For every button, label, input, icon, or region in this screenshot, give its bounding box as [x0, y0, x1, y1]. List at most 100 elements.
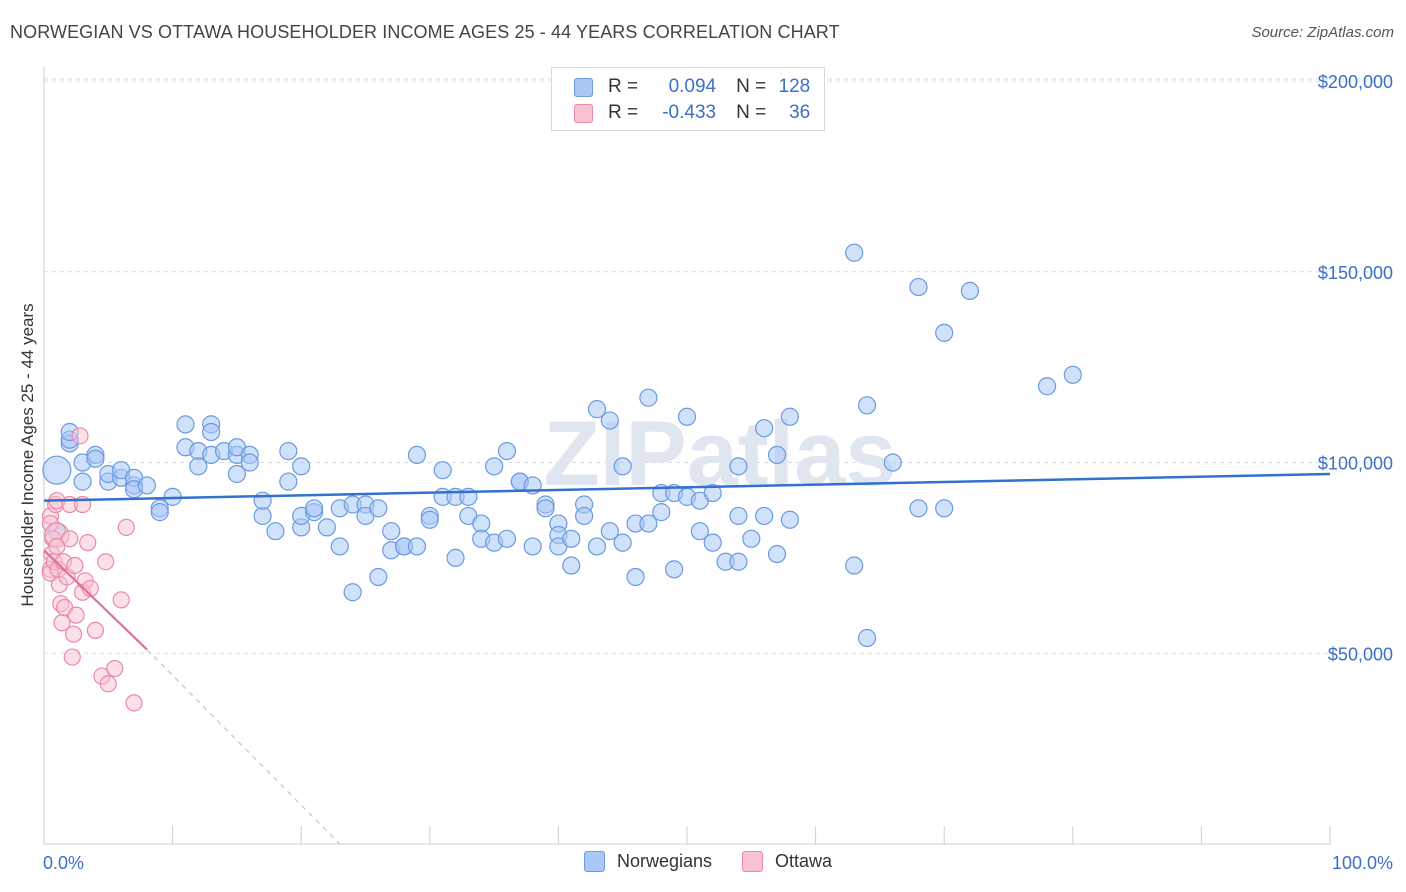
data-point-norwegians	[317, 518, 337, 537]
data-point-norwegians	[189, 457, 208, 476]
legend-row-norwegians: R = 0.094 N = 128	[574, 75, 810, 99]
data-point-norwegians	[407, 537, 427, 556]
bottom-legend: Norwegians Ottawa	[584, 851, 862, 872]
y-tick-label: $200,000	[1318, 72, 1393, 92]
data-point-norwegians	[857, 396, 877, 415]
data-point-ottawa	[79, 534, 97, 552]
legend-r-label: R =	[608, 102, 639, 123]
data-point-norwegians	[587, 537, 607, 556]
data-point-norwegians	[137, 476, 156, 495]
data-point-norwegians	[613, 533, 632, 552]
data-point-norwegians	[729, 552, 748, 571]
chart-title: NORWEGIAN VS OTTAWA HOUSEHOLDER INCOME A…	[10, 22, 840, 42]
tick-labels: $50,000 $100,000 $150,000 $200,000 0.0% 100.0…	[43, 72, 1393, 873]
legend-label-ottawa: Ottawa	[775, 851, 833, 871]
data-point-norwegians	[86, 449, 105, 468]
data-point-norwegians	[485, 457, 504, 476]
data-point-norwegians	[729, 457, 748, 476]
data-point-norwegians	[575, 506, 594, 526]
legend-swatch-ottawa	[742, 851, 764, 872]
data-point-norwegians	[909, 277, 928, 297]
y-tick-label: $50,000	[1328, 644, 1393, 664]
series-norwegians	[42, 243, 1082, 648]
data-point-norwegians	[304, 499, 324, 518]
data-point-norwegians	[935, 499, 954, 518]
legend-n-label: N =	[736, 102, 767, 123]
data-point-norwegians	[1063, 365, 1082, 384]
data-point-ottawa	[112, 591, 130, 609]
data-point-norwegians	[562, 529, 581, 548]
data-point-norwegians	[562, 556, 581, 575]
data-point-norwegians	[497, 441, 517, 461]
data-point-norwegians	[780, 510, 799, 529]
trend-line-norwegians	[43, 472, 1331, 502]
data-point-norwegians	[857, 628, 877, 648]
data-point-norwegians	[279, 441, 298, 461]
data-point-ottawa	[67, 606, 85, 624]
data-point-ottawa	[48, 537, 66, 556]
data-point-norwegians	[253, 506, 272, 526]
legend-r-value: -0.433	[662, 102, 717, 123]
data-point-norwegians	[767, 544, 787, 564]
data-point-norwegians	[960, 281, 980, 300]
data-point-ottawa	[125, 694, 143, 712]
data-point-ottawa	[117, 518, 135, 536]
data-point-norwegians	[665, 560, 684, 579]
data-point-norwegians	[433, 461, 452, 480]
legend-row-ottawa: R = -0.433 N = 36	[574, 101, 810, 125]
legend-n-label: N =	[736, 76, 767, 97]
data-point-norwegians	[407, 445, 427, 465]
y-axis-label: Householder Income Ages 25 - 44 years	[18, 303, 37, 607]
data-point-norwegians	[240, 453, 259, 472]
data-point-norwegians	[536, 499, 555, 518]
legend-swatch-norwegians	[584, 851, 605, 872]
data-point-norwegians	[883, 453, 902, 472]
data-point-norwegians	[780, 407, 799, 426]
data-point-norwegians	[446, 548, 465, 568]
data-point-norwegians	[202, 422, 221, 442]
data-point-norwegians	[73, 472, 92, 491]
legend-swatch-ottawa	[574, 103, 593, 123]
data-point-norwegians	[639, 388, 658, 407]
data-point-norwegians	[150, 503, 169, 522]
data-point-norwegians	[613, 457, 632, 476]
legend-swatch-norwegians	[574, 77, 593, 97]
legend-n-value: 128	[778, 76, 811, 97]
legend-item-norwegians[interactable]: Norwegians	[584, 851, 712, 872]
data-point-norwegians	[587, 400, 607, 419]
y-tick-label: $150,000	[1318, 263, 1393, 283]
data-point-norwegians	[845, 556, 864, 575]
data-point-ottawa	[99, 675, 117, 693]
data-point-norwegians	[472, 514, 491, 533]
trend-line-ottawa	[43, 549, 148, 651]
data-point-norwegians	[176, 415, 195, 434]
data-point-norwegians	[420, 510, 439, 529]
data-point-norwegians	[742, 529, 761, 548]
legend-n-value: 36	[789, 102, 811, 123]
data-point-ottawa	[63, 648, 81, 666]
data-point-norwegians	[703, 533, 722, 552]
data-point-ottawa	[66, 556, 84, 575]
data-point-norwegians	[652, 503, 671, 522]
data-point-norwegians	[497, 529, 517, 548]
legend-item-ottawa[interactable]: Ottawa	[742, 851, 832, 872]
data-point-ottawa	[64, 625, 83, 643]
data-point-norwegians	[600, 522, 619, 541]
x-tick-label: 0.0%	[43, 853, 84, 873]
data-point-norwegians	[755, 419, 774, 438]
legend-r-label: R =	[608, 76, 639, 97]
data-point-norwegians	[639, 514, 658, 533]
data-point-norwegians	[600, 411, 619, 430]
source-label: Source: ZipAtlas.com	[1251, 24, 1394, 41]
data-point-norwegians	[767, 445, 787, 465]
data-point-norwegians	[677, 407, 697, 426]
data-point-ottawa	[86, 621, 105, 639]
legend-label-norwegians: Norwegians	[617, 851, 713, 871]
data-point-norwegians	[909, 499, 928, 518]
trend-extension-ottawa	[146, 649, 341, 845]
data-point-norwegians	[1037, 377, 1057, 396]
data-point-norwegians	[279, 472, 298, 491]
data-point-norwegians	[42, 455, 72, 485]
data-point-norwegians	[845, 243, 864, 262]
y-tick-label: $100,000	[1318, 454, 1393, 474]
